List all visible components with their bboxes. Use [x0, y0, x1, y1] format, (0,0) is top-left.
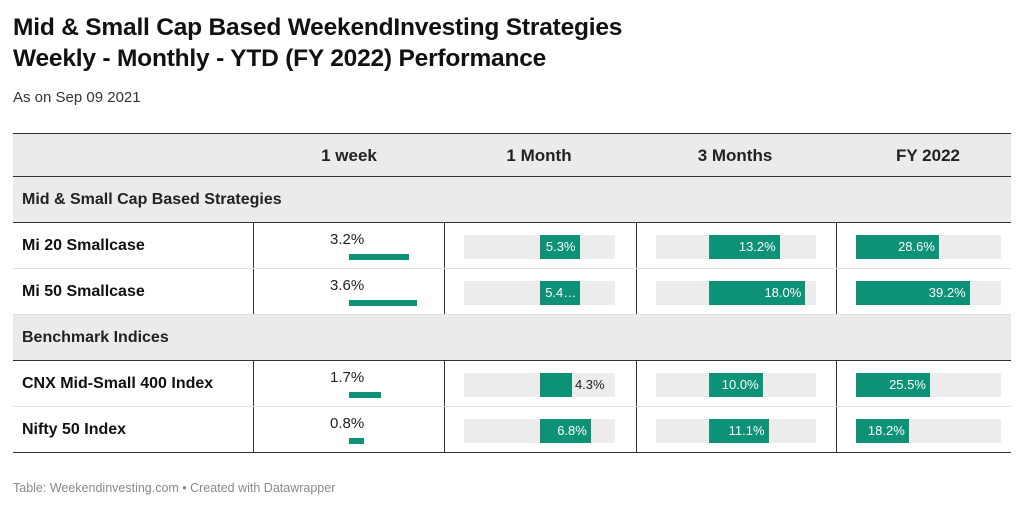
bar-track: 18.0%	[656, 281, 816, 305]
row-label: Nifty 50 Index	[22, 421, 127, 438]
column-header: FY 2022	[896, 146, 960, 165]
group-header-row: Mid & Small Cap Based Strategies	[13, 177, 1011, 223]
column-separator	[444, 361, 445, 407]
header-bottom-border	[13, 176, 1011, 177]
value-bar	[856, 373, 930, 397]
column-separator	[253, 269, 254, 315]
value-label: 28.6%	[898, 239, 935, 254]
bar-track: 25.5%	[856, 373, 1001, 397]
bar-track: 13.2%	[656, 235, 816, 259]
row-divider	[13, 314, 1011, 315]
value-bar	[539, 373, 572, 397]
row-label: Mi 50 Smallcase	[22, 283, 145, 300]
value-bar	[709, 235, 780, 259]
column-header: 3 Months	[697, 146, 773, 165]
chart-subtitle: As on Sep 09 2021	[13, 89, 141, 106]
value-bar	[539, 281, 581, 305]
column-separator	[836, 223, 837, 269]
column-separator	[836, 361, 837, 407]
week-value-label: 1.7%	[330, 369, 365, 386]
column-separator	[836, 407, 837, 453]
column-header: 1 Month	[506, 146, 572, 165]
value-label: 25.5%	[889, 377, 926, 392]
bar-track: 6.8%	[464, 419, 615, 443]
chart-title: Mid & Small Cap Based WeekendInvesting S…	[13, 12, 622, 74]
column-separator	[253, 223, 254, 269]
column-separator	[253, 361, 254, 407]
column-separator	[636, 223, 637, 269]
bar-track: 5.3%	[464, 235, 615, 259]
row-label: CNX Mid-Small 400 Index	[22, 375, 214, 392]
value-label: 13.2%	[738, 239, 776, 254]
value-bar	[709, 373, 763, 397]
value-bar	[539, 419, 591, 443]
column-separator	[444, 407, 445, 453]
table-row: Mi 50 Smallcase 3.6% 5.4… 18.0% 39.2%	[13, 269, 1011, 315]
bar-track: 4.3%	[464, 373, 615, 397]
value-bar	[709, 419, 769, 443]
column-separator	[636, 361, 637, 407]
table-bottom-border	[13, 452, 1011, 453]
value-bar	[856, 235, 939, 259]
value-bar	[709, 281, 806, 305]
week-bar	[349, 438, 365, 444]
week-value-label: 0.8%	[330, 415, 365, 432]
value-label: 6.8%	[557, 423, 587, 438]
table-footer: Table: Weekendinvesting.com • Created wi…	[13, 481, 336, 495]
row-label: Mi 20 Smallcase	[22, 237, 145, 254]
value-bar	[856, 419, 909, 443]
group-bottom-border	[13, 222, 1011, 223]
week-bar	[349, 254, 410, 260]
week-value-label: 3.2%	[330, 231, 365, 248]
bar-track: 18.2%	[856, 419, 1001, 443]
column-separator	[636, 407, 637, 453]
bar-track: 28.6%	[856, 235, 1001, 259]
value-label: 10.0%	[721, 377, 759, 392]
bar-track: 11.1%	[656, 419, 816, 443]
bar-track: 39.2%	[856, 281, 1001, 305]
bar-track: 5.4…	[464, 281, 615, 305]
row-divider	[13, 406, 1011, 407]
column-separator	[636, 269, 637, 315]
group-header-row: Benchmark Indices	[13, 315, 1011, 361]
row-divider	[13, 268, 1011, 269]
group-label: Mid & Small Cap Based Strategies	[22, 191, 282, 208]
column-separator	[253, 407, 254, 453]
value-label: 11.1%	[728, 423, 765, 438]
value-label: 18.0%	[764, 285, 802, 300]
group-bottom-border	[13, 360, 1011, 361]
table-row: CNX Mid-Small 400 Index 1.7% 4.3% 10.0% 25.5…	[13, 361, 1011, 407]
column-header: 1 week	[321, 146, 377, 165]
column-separator	[444, 269, 445, 315]
bar-track: 10.0%	[656, 373, 816, 397]
week-value-label: 3.6%	[330, 277, 365, 294]
value-label: 4.3%	[574, 377, 605, 392]
value-bar	[539, 235, 580, 259]
table-header-row: 1 week 1 Month 3 Months FY 2022	[13, 134, 1011, 177]
value-label: 18.2%	[867, 423, 905, 438]
value-label: 5.4…	[545, 285, 577, 300]
week-bar	[349, 392, 381, 398]
value-label: 5.3%	[545, 239, 576, 254]
column-separator	[836, 269, 837, 315]
table-row: Nifty 50 Index 0.8% 6.8% 11.1% 18.2%	[13, 407, 1011, 453]
title-line-2: Weekly - Monthly - YTD (FY 2022) Perform…	[13, 45, 547, 72]
group-label: Benchmark Indices	[22, 329, 169, 346]
value-label: 39.2%	[928, 285, 966, 300]
value-bar	[856, 281, 970, 305]
table-top-border	[13, 133, 1011, 134]
column-separator	[444, 223, 445, 269]
table-row: Mi 20 Smallcase 3.2% 5.3% 13.2% 28.6%	[13, 223, 1011, 269]
week-bar	[349, 300, 417, 306]
title-line-1: Mid & Small Cap Based WeekendInvesting S…	[13, 14, 623, 41]
